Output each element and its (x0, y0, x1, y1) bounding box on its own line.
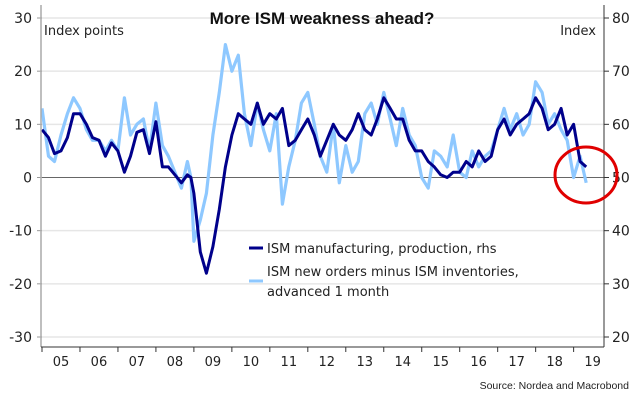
x-axis-tick-label: 13 (356, 355, 373, 370)
highlight-circle (553, 145, 619, 205)
right-axis-tick-label: 60 (612, 117, 630, 133)
x-axis-tick-label: 18 (546, 355, 563, 370)
right-axis-tick-label: 20 (612, 330, 630, 346)
left-axis-tick-label: 0 (23, 171, 32, 187)
series-layer (40, 42, 588, 275)
x-axis-tick-label: 14 (394, 355, 411, 370)
legend-label-new-orders-line1: ISM new orders minus ISM inventories, (267, 265, 519, 280)
x-axis-tick-label: 12 (319, 355, 336, 370)
x-axis-tick-label: 10 (243, 355, 260, 370)
x-axis-tick-label: 11 (281, 355, 298, 370)
series-line-ism-production (40, 96, 588, 275)
chart-title: More ISM weakness ahead? (210, 9, 435, 28)
x-axis-tick-label: 05 (53, 355, 70, 370)
left-axis-tick-label: 10 (14, 117, 32, 133)
x-axis-tick-label: 06 (91, 355, 108, 370)
x-axis-tick-label: 19 (584, 355, 601, 370)
legend: ISM manufacturing, production, rhs ISM n… (249, 242, 519, 300)
right-axis-unit-label: Index (560, 24, 596, 39)
x-axis-tick-label: 16 (470, 355, 487, 370)
right-axis-tick-label: 80 (612, 11, 630, 27)
x-axis-tick-label: 15 (432, 355, 449, 370)
legend-label-production: ISM manufacturing, production, rhs (267, 242, 497, 257)
left-axis-tick-label: -10 (9, 224, 32, 240)
left-axis-tick-label: -20 (9, 277, 32, 293)
series-line-new-orders-minus-inventories (40, 42, 588, 243)
source-note: Source: Nordea and Macrobond (480, 380, 630, 392)
left-axis-tick-label: -30 (9, 330, 32, 346)
right-axis-tick-label: 70 (612, 64, 630, 80)
x-axis-tick-label: 07 (129, 355, 146, 370)
right-axis-tick-label: 30 (612, 277, 630, 293)
left-axis-tick-label: 30 (14, 11, 32, 27)
legend-label-new-orders-line2: advanced 1 month (267, 285, 389, 300)
x-axis-tick-label: 08 (167, 355, 184, 370)
x-axis-tick-label: 09 (205, 355, 222, 370)
x-axis-tick-label: 17 (508, 355, 525, 370)
left-axis-unit-label: Index points (44, 24, 124, 39)
left-axis-tick-label: 20 (14, 64, 32, 80)
right-axis-tick-label: 40 (612, 224, 630, 240)
